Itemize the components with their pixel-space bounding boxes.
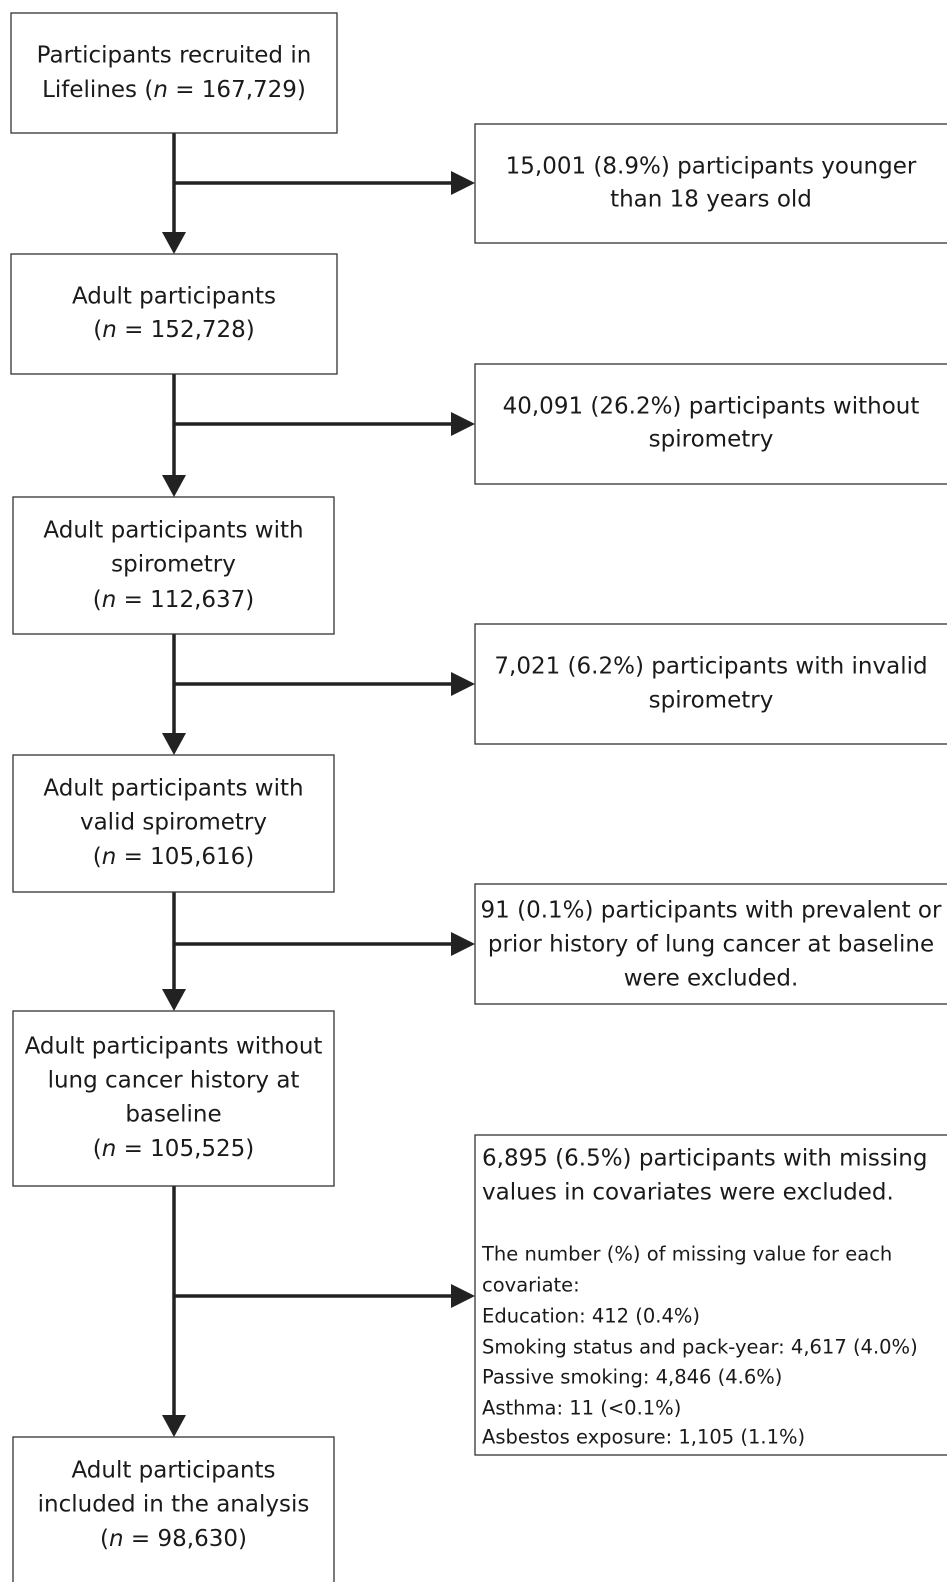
box-line: Adult participants — [71, 1458, 275, 1484]
text-span: = 112,637) — [116, 587, 254, 613]
text-span: n — [102, 587, 117, 613]
box-line: Adult participants with — [43, 776, 303, 802]
arrowhead — [451, 672, 475, 696]
box-line: The number (%) of missing value for each — [481, 1243, 892, 1266]
box-line: Adult participants — [72, 284, 276, 310]
box-line: included in the analysis — [38, 1492, 310, 1518]
text-span: ( — [93, 317, 102, 343]
text-span: n — [109, 1526, 124, 1552]
box-line: covariate: — [482, 1274, 580, 1297]
box-line: Participants recruited in — [37, 43, 312, 69]
box-line: spirometry — [111, 552, 236, 578]
exclusion-box — [474, 123, 947, 244]
flow-box — [12, 1010, 335, 1187]
box-line: Adult participants without — [25, 1034, 323, 1060]
text-span: Lifelines ( — [42, 77, 153, 103]
text-span: n — [102, 844, 117, 870]
box-line: spirometry — [649, 688, 774, 714]
box-line: 91 (0.1%) participants with prevalent or — [481, 898, 942, 924]
arrowhead — [162, 989, 186, 1011]
arrowhead — [451, 412, 475, 436]
text-span: n — [153, 77, 168, 103]
box-line: 7,021 (6.2%) participants with invalid — [494, 654, 927, 680]
flow-box — [10, 12, 338, 134]
text-span: n — [102, 1136, 117, 1162]
box-line: Asthma: 11 (<0.1%) — [482, 1397, 681, 1420]
box-line: (n = 98,630) — [100, 1526, 247, 1552]
text-span: n — [102, 317, 117, 343]
arrowhead — [162, 475, 186, 497]
box-line: (n = 105,616) — [93, 844, 255, 870]
text-span: = 167,729) — [168, 77, 306, 103]
box-line: valid spirometry — [80, 810, 267, 836]
arrowhead — [451, 932, 475, 956]
flow-box — [12, 496, 335, 635]
arrowhead — [451, 171, 475, 195]
exclusion-box — [474, 1134, 947, 1456]
box-line: spirometry — [649, 427, 774, 453]
arrowhead — [162, 1415, 186, 1437]
box-line: 40,091 (26.2%) participants without — [503, 394, 920, 420]
exclusion-box — [474, 623, 947, 745]
text-span: ( — [93, 1136, 102, 1162]
box-line: 6,895 (6.5%) participants with missing — [482, 1146, 927, 1172]
exclusion-box — [474, 363, 947, 485]
flow-box — [10, 253, 338, 375]
box-line: were excluded. — [624, 966, 799, 992]
text-span: ( — [93, 587, 102, 613]
text-span: = 105,525) — [116, 1136, 254, 1162]
text-span: = 98,630) — [124, 1526, 247, 1552]
box-line: Smoking status and pack-year: 4,617 (4.0… — [482, 1336, 918, 1359]
text-span: ( — [93, 844, 102, 870]
box-line: Education: 412 (0.4%) — [482, 1305, 700, 1328]
exclusion-box — [474, 883, 947, 1005]
box-line: Adult participants with — [43, 518, 303, 544]
box-line: Lifelines (n = 167,729) — [42, 77, 306, 103]
box-line: values in covariates were excluded. — [482, 1180, 894, 1206]
flow-box — [12, 754, 335, 893]
box-line: (n = 152,728) — [93, 317, 255, 343]
arrowhead — [162, 733, 186, 755]
box-line: (n = 112,637) — [93, 587, 255, 613]
arrowhead — [451, 1284, 475, 1308]
text-span: ( — [100, 1526, 109, 1552]
text-span: = 152,728) — [117, 317, 255, 343]
box-line: prior history of lung cancer at baseline — [488, 932, 934, 958]
text-span: = 105,616) — [116, 844, 254, 870]
box-line: baseline — [125, 1102, 221, 1128]
box-line: (n = 105,525) — [93, 1136, 255, 1162]
arrowhead — [162, 232, 186, 254]
box-line: Passive smoking: 4,846 (4.6%) — [482, 1366, 782, 1389]
box-line: 15,001 (8.9%) participants younger — [506, 154, 917, 180]
flow-box — [12, 1436, 335, 1582]
box-line: Asbestos exposure: 1,105 (1.1%) — [482, 1426, 805, 1449]
box-line: than 18 years old — [610, 187, 812, 213]
box-line: lung cancer history at — [48, 1068, 300, 1094]
